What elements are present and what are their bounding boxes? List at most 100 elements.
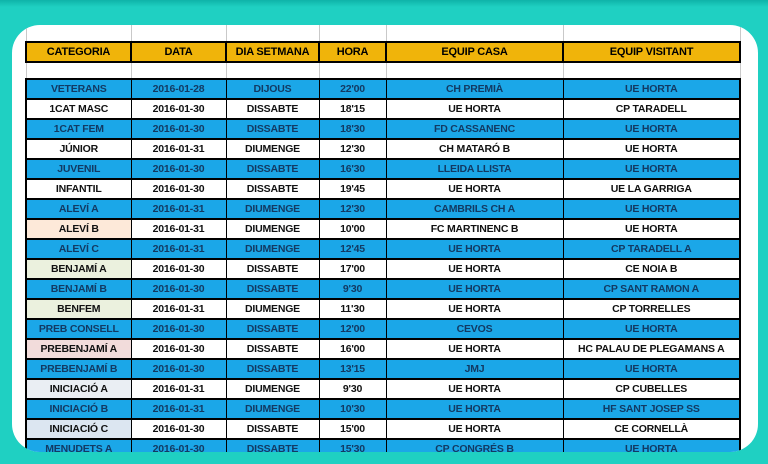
cell-data: 2016-01-31 bbox=[130, 218, 227, 240]
column-header: CATEGORIA bbox=[25, 41, 132, 63]
cell-hora: 18'15 bbox=[318, 98, 387, 120]
cell-equip-casa: UE HORTA bbox=[385, 338, 564, 360]
table-row: ALEVÍ C 2016-01-31 DIUMENGE 12'45 UE HORTA CP… bbox=[25, 238, 741, 260]
cell-equip-casa: UE HORTA bbox=[385, 398, 564, 420]
cell-hora: 19'45 bbox=[318, 178, 387, 200]
cell-categoria: PREBENJAMÍ A bbox=[25, 338, 132, 360]
cell-data: 2016-01-30 bbox=[130, 438, 227, 452]
cell-hora: 10'00 bbox=[318, 218, 387, 240]
cell-equip-casa: UE HORTA bbox=[385, 238, 564, 260]
cell-equip-casa: CEVOS bbox=[385, 318, 564, 340]
cell-dia-setmana: DISSABTE bbox=[225, 358, 320, 380]
cell-dia-setmana: DISSABTE bbox=[225, 338, 320, 360]
cell-hora: 13'15 bbox=[318, 358, 387, 380]
cell-data: 2016-01-31 bbox=[130, 298, 227, 320]
schedule-table: CATEGORIA DATA DIA SETMANA HORA EQUIP CASA EQ… bbox=[25, 25, 741, 452]
cell-hora: 12'00 bbox=[318, 318, 387, 340]
cell-dia-setmana: DISSABTE bbox=[225, 318, 320, 340]
cell-equip-visitant: UE HORTA bbox=[562, 358, 741, 380]
cell-dia-setmana: DIUMENGE bbox=[225, 238, 320, 260]
cell-equip-casa: CH MATARÓ B bbox=[385, 138, 564, 160]
blank-row-top bbox=[25, 25, 741, 42]
cell-data: 2016-01-31 bbox=[130, 398, 227, 420]
cell-equip-casa: JMJ bbox=[385, 358, 564, 380]
blank-cell bbox=[130, 62, 227, 79]
cell-categoria: JÚNIOR bbox=[25, 138, 132, 160]
cell-equip-casa: CP CONGRÉS B bbox=[385, 438, 564, 452]
cell-hora: 16'00 bbox=[318, 338, 387, 360]
column-header: DIA SETMANA bbox=[225, 41, 320, 63]
table-row: PREBENJAMÍ B 2016-01-30 DISSABTE 13'15 JMJ UE… bbox=[25, 358, 741, 380]
cell-hora: 18'30 bbox=[318, 118, 387, 140]
blank-cell bbox=[25, 62, 132, 79]
cell-equip-casa: UE HORTA bbox=[385, 258, 564, 280]
cell-dia-setmana: DIUMENGE bbox=[225, 138, 320, 160]
table-row: JÚNIOR 2016-01-31 DIUMENGE 12'30 CH MATARÓ B… bbox=[25, 138, 741, 160]
cell-equip-visitant: UE HORTA bbox=[562, 78, 741, 100]
cell-equip-visitant: CP SANT RAMON A bbox=[562, 278, 741, 300]
cell-dia-setmana: DIUMENGE bbox=[225, 218, 320, 240]
blank-cell bbox=[25, 25, 132, 42]
cell-categoria: ALEVÍ B bbox=[25, 218, 132, 240]
cell-categoria: BENFEM bbox=[25, 298, 132, 320]
cell-equip-casa: FD CASSANENC bbox=[385, 118, 564, 140]
table-row: PREBENJAMÍ A 2016-01-30 DISSABTE 16'00 UE HO… bbox=[25, 338, 741, 360]
cell-data: 2016-01-31 bbox=[130, 378, 227, 400]
cell-hora: 22'00 bbox=[318, 78, 387, 100]
cell-equip-visitant: UE LA GARRIGA bbox=[562, 178, 741, 200]
cell-equip-visitant: CP TORRELLES bbox=[562, 298, 741, 320]
cell-dia-setmana: DIJOUS bbox=[225, 78, 320, 100]
blank-cell bbox=[562, 62, 741, 79]
cell-dia-setmana: DIUMENGE bbox=[225, 378, 320, 400]
cell-hora: 12'45 bbox=[318, 238, 387, 260]
cell-equip-casa: UE HORTA bbox=[385, 178, 564, 200]
table-row: ALEVÍ B 2016-01-31 DIUMENGE 10'00 FC MARTINE… bbox=[25, 218, 741, 240]
cell-dia-setmana: DISSABTE bbox=[225, 278, 320, 300]
column-header: EQUIP CASA bbox=[385, 41, 564, 63]
spreadsheet-panel: CATEGORIA DATA DIA SETMANA HORA EQUIP CASA EQ… bbox=[12, 25, 758, 452]
cell-equip-visitant: UE HORTA bbox=[562, 318, 741, 340]
blank-cell bbox=[318, 25, 387, 42]
cell-categoria: BENJAMÍ B bbox=[25, 278, 132, 300]
cell-data: 2016-01-30 bbox=[130, 158, 227, 180]
column-header: EQUIP VISITANT bbox=[562, 41, 741, 63]
table-row: ALEVÍ A 2016-01-31 DIUMENGE 12'30 CAMBRILS C… bbox=[25, 198, 741, 220]
cell-hora: 17'00 bbox=[318, 258, 387, 280]
cell-hora: 16'30 bbox=[318, 158, 387, 180]
table-row: INICIACIÓ A 2016-01-31 DIUMENGE 9'30 UE HORT… bbox=[25, 378, 741, 400]
blank-cell bbox=[225, 62, 320, 79]
table-row: 1CAT MASC 2016-01-30 DISSABTE 18'15 UE HORTA… bbox=[25, 98, 741, 120]
cell-hora: 9'30 bbox=[318, 278, 387, 300]
header-row: CATEGORIA DATA DIA SETMANA HORA EQUIP CASA EQ… bbox=[25, 41, 741, 63]
blank-cell bbox=[318, 62, 387, 79]
blank-cell bbox=[385, 62, 564, 79]
table-row: 1CAT FEM 2016-01-30 DISSABTE 18'30 FD CASSAN… bbox=[25, 118, 741, 140]
cell-equip-visitant: UE HORTA bbox=[562, 438, 741, 452]
cell-equip-casa: UE HORTA bbox=[385, 418, 564, 440]
cell-equip-visitant: CE CORNELLÀ bbox=[562, 418, 741, 440]
cell-equip-visitant: UE HORTA bbox=[562, 138, 741, 160]
table-row: BENJAMÍ A 2016-01-30 DISSABTE 17'00 UE HORTA… bbox=[25, 258, 741, 280]
table-row: INFANTIL 2016-01-30 DISSABTE 19'45 UE HORTA U… bbox=[25, 178, 741, 200]
cell-equip-visitant: CE NOIA B bbox=[562, 258, 741, 280]
cell-categoria: ALEVÍ A bbox=[25, 198, 132, 220]
cell-equip-visitant: HC PALAU DE PLEGAMANS A bbox=[562, 338, 741, 360]
cell-equip-casa: UE HORTA bbox=[385, 378, 564, 400]
cell-hora: 11'30 bbox=[318, 298, 387, 320]
table-row: MENUDETS A 2016-01-30 DISSABTE 15'30 CP CONG… bbox=[25, 438, 741, 452]
cell-equip-casa: CAMBRILS CH A bbox=[385, 198, 564, 220]
cell-dia-setmana: DISSABTE bbox=[225, 258, 320, 280]
cell-data: 2016-01-30 bbox=[130, 278, 227, 300]
cell-dia-setmana: DISSABTE bbox=[225, 438, 320, 452]
cell-equip-visitant: CP TARADELL bbox=[562, 98, 741, 120]
cell-categoria: VETERANS bbox=[25, 78, 132, 100]
cell-data: 2016-01-30 bbox=[130, 418, 227, 440]
blank-cell bbox=[225, 25, 320, 42]
blank-cell bbox=[562, 25, 741, 42]
cell-dia-setmana: DISSABTE bbox=[225, 98, 320, 120]
cell-hora: 15'30 bbox=[318, 438, 387, 452]
cell-categoria: PREBENJAMÍ B bbox=[25, 358, 132, 380]
cell-categoria: INICIACIÓ A bbox=[25, 378, 132, 400]
cell-equip-casa: CH PREMIÀ bbox=[385, 78, 564, 100]
